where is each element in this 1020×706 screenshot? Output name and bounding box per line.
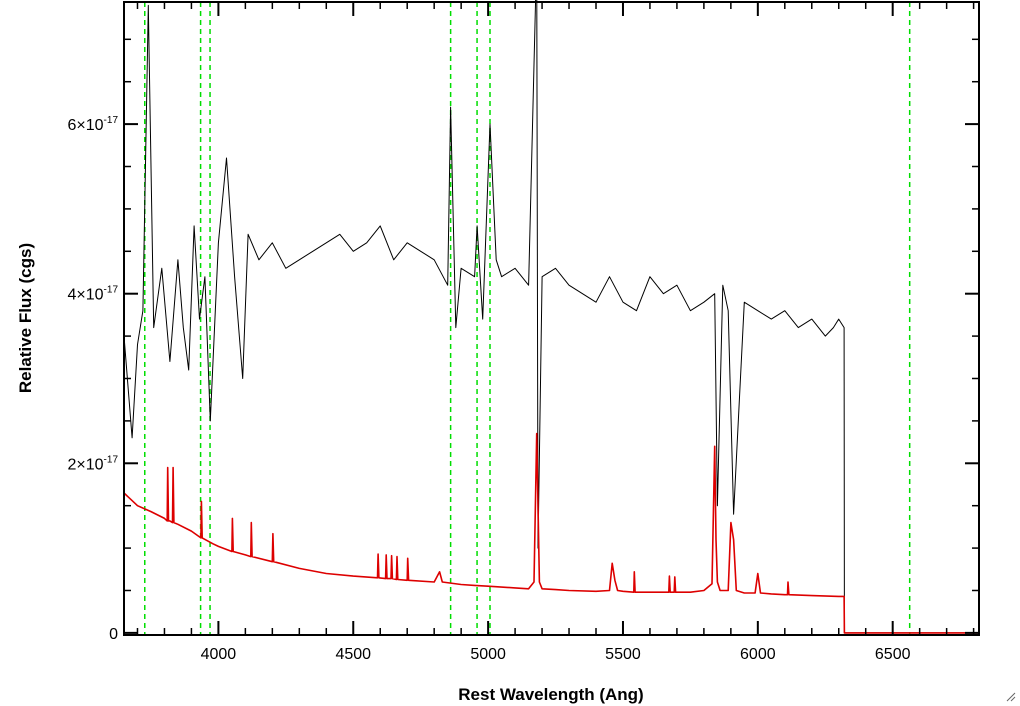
series-layer bbox=[123, 0, 979, 634]
y-axis-title: Relative Flux (cgs) bbox=[16, 243, 35, 393]
x-tick-label-2: 5000 bbox=[470, 646, 506, 663]
x-tick-label-4: 6000 bbox=[740, 646, 776, 663]
series-line-1 bbox=[123, 432, 979, 634]
x-tick-label-0: 4000 bbox=[201, 646, 237, 663]
resize-grip-icon[interactable] bbox=[1004, 690, 1016, 702]
x-tick-label-3: 5500 bbox=[605, 646, 641, 663]
ticks-layer: 4000 4500 5000 5500 6000 6500 0 2×10-17 4×10-17 6… bbox=[68, 2, 979, 663]
x-tick-label-1: 4500 bbox=[335, 646, 371, 663]
y-tick-label-2: 4×10-17 bbox=[68, 285, 119, 304]
x-axis-title: Rest Wavelength (Ang) bbox=[458, 685, 643, 704]
series-line-0 bbox=[123, 0, 979, 634]
x-tick-label-5: 6500 bbox=[875, 646, 911, 663]
emission-line-markers bbox=[144, 2, 911, 635]
y-tick-label-1: 2×10-17 bbox=[68, 454, 119, 473]
y-tick-label-0: 0 bbox=[109, 626, 118, 643]
plot-frame bbox=[123, 1, 980, 636]
y-tick-label-3: 6×10-17 bbox=[68, 115, 119, 134]
